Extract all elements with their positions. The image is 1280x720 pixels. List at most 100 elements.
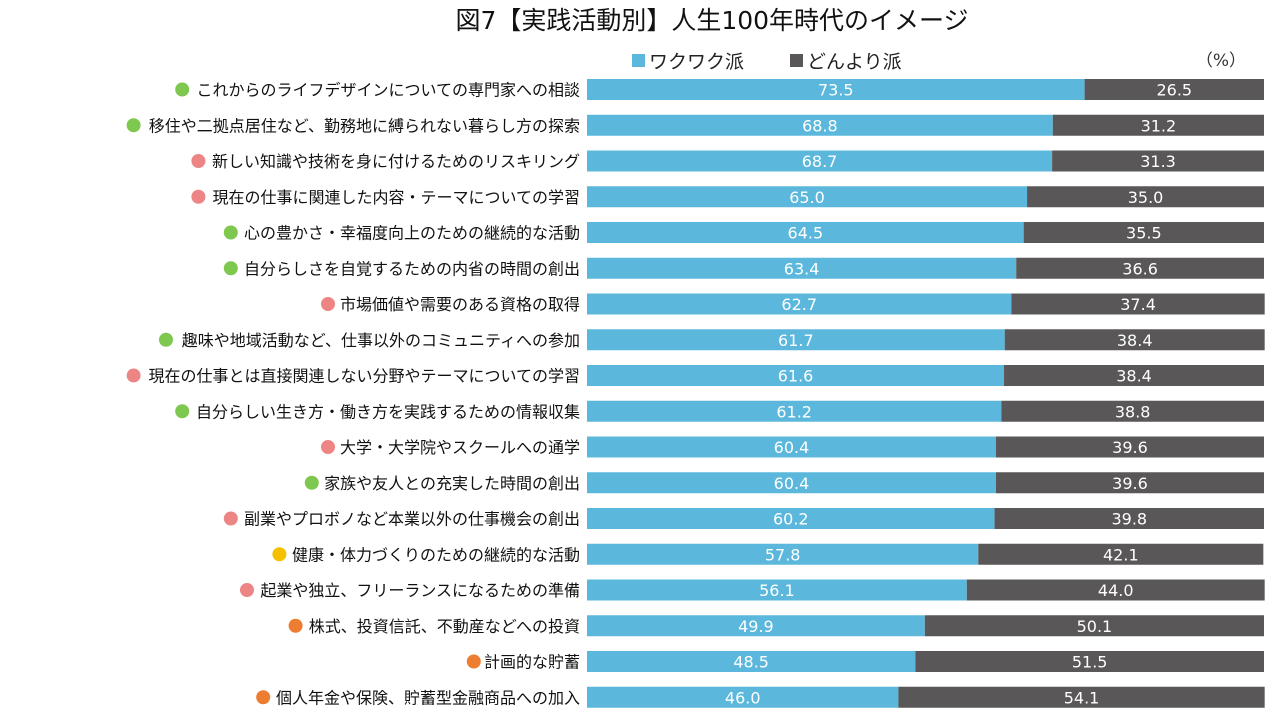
value-label-wakuwaku: 60.4: [774, 474, 810, 493]
category-dot: [466, 654, 481, 669]
legend: ワクワク派 どんより派: [632, 47, 948, 73]
value-label-wakuwaku: 60.2: [773, 510, 809, 529]
bar-wakuwaku: [587, 615, 925, 637]
legend-item-wakuwaku: ワクワク派: [632, 47, 744, 74]
legend-label-donyori: どんより派: [807, 50, 902, 73]
bar-donyori: [1016, 257, 1264, 279]
bar-wakuwaku: [587, 651, 916, 672]
category-dot: [191, 154, 206, 168]
value-label-wakuwaku: 64.5: [788, 224, 824, 243]
value-label-wakuwaku: 46.0: [725, 688, 761, 707]
bar-donyori: [924, 615, 1264, 637]
value-label-wakuwaku: 48.5: [733, 653, 769, 672]
value-label-donyori: 36.6: [1122, 259, 1158, 278]
value-label-donyori: 50.1: [1077, 617, 1113, 636]
value-label-donyori: 38.4: [1117, 331, 1153, 350]
category-dot: [256, 690, 271, 705]
value-label-donyori: 31.2: [1141, 116, 1177, 135]
category-dot: [223, 225, 238, 240]
value-label-wakuwaku: 61.2: [776, 402, 812, 421]
bar-donyori: [1084, 79, 1264, 100]
category-dot: [223, 511, 238, 526]
value-label-donyori: 26.5: [1156, 81, 1192, 100]
bar-donyori: [915, 651, 1264, 672]
category-dot: [191, 189, 206, 204]
category-label: 現在の仕事に関連した内容・テーマについての学習: [212, 188, 580, 207]
value-label-donyori: 38.4: [1116, 367, 1152, 386]
bar-wakuwaku: [587, 365, 1005, 386]
category-label: 新しい知識や技術を身に付けるためのリスキリング: [212, 152, 580, 171]
category-label: 自分らしさを自覚するための内省の時間の創出: [244, 259, 580, 278]
bar-donyori: [978, 543, 1264, 565]
value-label-donyori: 35.0: [1128, 188, 1164, 207]
bar-wakuwaku: [587, 329, 1005, 351]
bar-donyori: [966, 579, 1265, 601]
category-dot: [304, 475, 319, 490]
bar-donyori: [1023, 222, 1264, 243]
unit-label: （%）: [1195, 51, 1246, 71]
value-label-donyori: 37.4: [1120, 295, 1156, 314]
value-label-donyori: 39.8: [1111, 510, 1147, 529]
legend-item-donyori: どんより派: [790, 47, 902, 74]
chart-title: 図7【実践活動別】人生100年時代のイメージ: [455, 6, 969, 35]
value-label-donyori: 39.6: [1112, 474, 1148, 493]
bar-wakuwaku: [587, 508, 995, 529]
category-label: 心の豊かさ・幸福度向上のための継続的な活動: [244, 224, 580, 243]
category-dot: [240, 583, 254, 597]
bar-wakuwaku: [587, 686, 899, 708]
bar-donyori: [1052, 114, 1264, 136]
category-dot: [321, 297, 335, 311]
value-label-donyori: 39.6: [1112, 438, 1148, 457]
bar-wakuwaku: [587, 186, 1028, 208]
value-label-donyori: 38.8: [1115, 402, 1151, 421]
value-label-wakuwaku: 68.7: [802, 152, 838, 171]
category-dot: [126, 368, 141, 383]
bar-wakuwaku: [587, 472, 996, 494]
bar-wakuwaku: [587, 400, 1002, 422]
value-label-donyori: 31.3: [1140, 152, 1176, 171]
legend-swatch-donyori: [790, 53, 804, 67]
bar-wakuwaku: [587, 257, 1017, 279]
category-dot: [175, 404, 190, 419]
bar-wakuwaku: [587, 222, 1024, 243]
bar-wakuwaku: [587, 114, 1053, 136]
bar-wakuwaku: [587, 79, 1085, 100]
category-dot: [175, 82, 190, 97]
category-label: 市場価値や需要のある資格の取得: [340, 295, 580, 314]
category-label: 起業や独立、フリーランスになるための準備: [260, 581, 580, 600]
category-label: 趣味や地域活動など、仕事以外のコミュニティへの参加: [182, 331, 580, 350]
category-dot: [159, 332, 173, 347]
category-label: 大学・大学院やスクールへの通学: [340, 438, 580, 457]
legend-label-wakuwaku: ワクワク派: [649, 50, 745, 73]
category-label: 移住や二拠点居住など、勤務地に縛られない暮らし方の探索: [149, 116, 580, 135]
category-label: 計画的な貯蓄: [484, 653, 580, 672]
bar-donyori: [898, 686, 1265, 708]
category-label: 現在の仕事とは直接関連しない分野やテーマについての学習: [148, 367, 580, 386]
value-label-donyori: 54.1: [1064, 688, 1100, 707]
value-label-wakuwaku: 68.8: [802, 116, 838, 135]
bar-donyori: [995, 436, 1264, 458]
bar-donyori: [994, 508, 1264, 529]
value-label-wakuwaku: 56.1: [759, 581, 795, 600]
value-label-donyori: 42.1: [1103, 545, 1139, 564]
value-label-wakuwaku: 61.7: [778, 331, 814, 350]
bar-donyori: [1004, 365, 1264, 386]
bar-wakuwaku: [587, 150, 1053, 172]
category-label: 家族や友人との充実した時間の創出: [324, 474, 580, 493]
category-label: 副業やプロボノなど本業以外の仕事機会の創出: [244, 510, 580, 529]
category-dot: [288, 618, 303, 633]
category-label: 株式、投資信託、不動産などへの投資: [309, 617, 580, 636]
bar-wakuwaku: [587, 293, 1012, 315]
value-label-wakuwaku: 73.5: [818, 81, 854, 100]
bar-wakuwaku: [587, 543, 979, 565]
value-label-wakuwaku: 60.4: [774, 438, 810, 457]
value-label-wakuwaku: 63.4: [784, 259, 820, 278]
category-label: 自分らしい生き方・働き方を実践するための情報収集: [196, 402, 580, 421]
bar-wakuwaku: [587, 579, 967, 601]
bar-donyori: [995, 472, 1264, 494]
category-label: これからのライフデザインについての専門家への相談: [196, 81, 580, 100]
legend-swatch-wakuwaku: [632, 53, 645, 67]
value-label-donyori: 35.5: [1126, 224, 1162, 243]
value-label-wakuwaku: 65.0: [789, 188, 825, 207]
value-label-wakuwaku: 57.8: [765, 545, 801, 564]
